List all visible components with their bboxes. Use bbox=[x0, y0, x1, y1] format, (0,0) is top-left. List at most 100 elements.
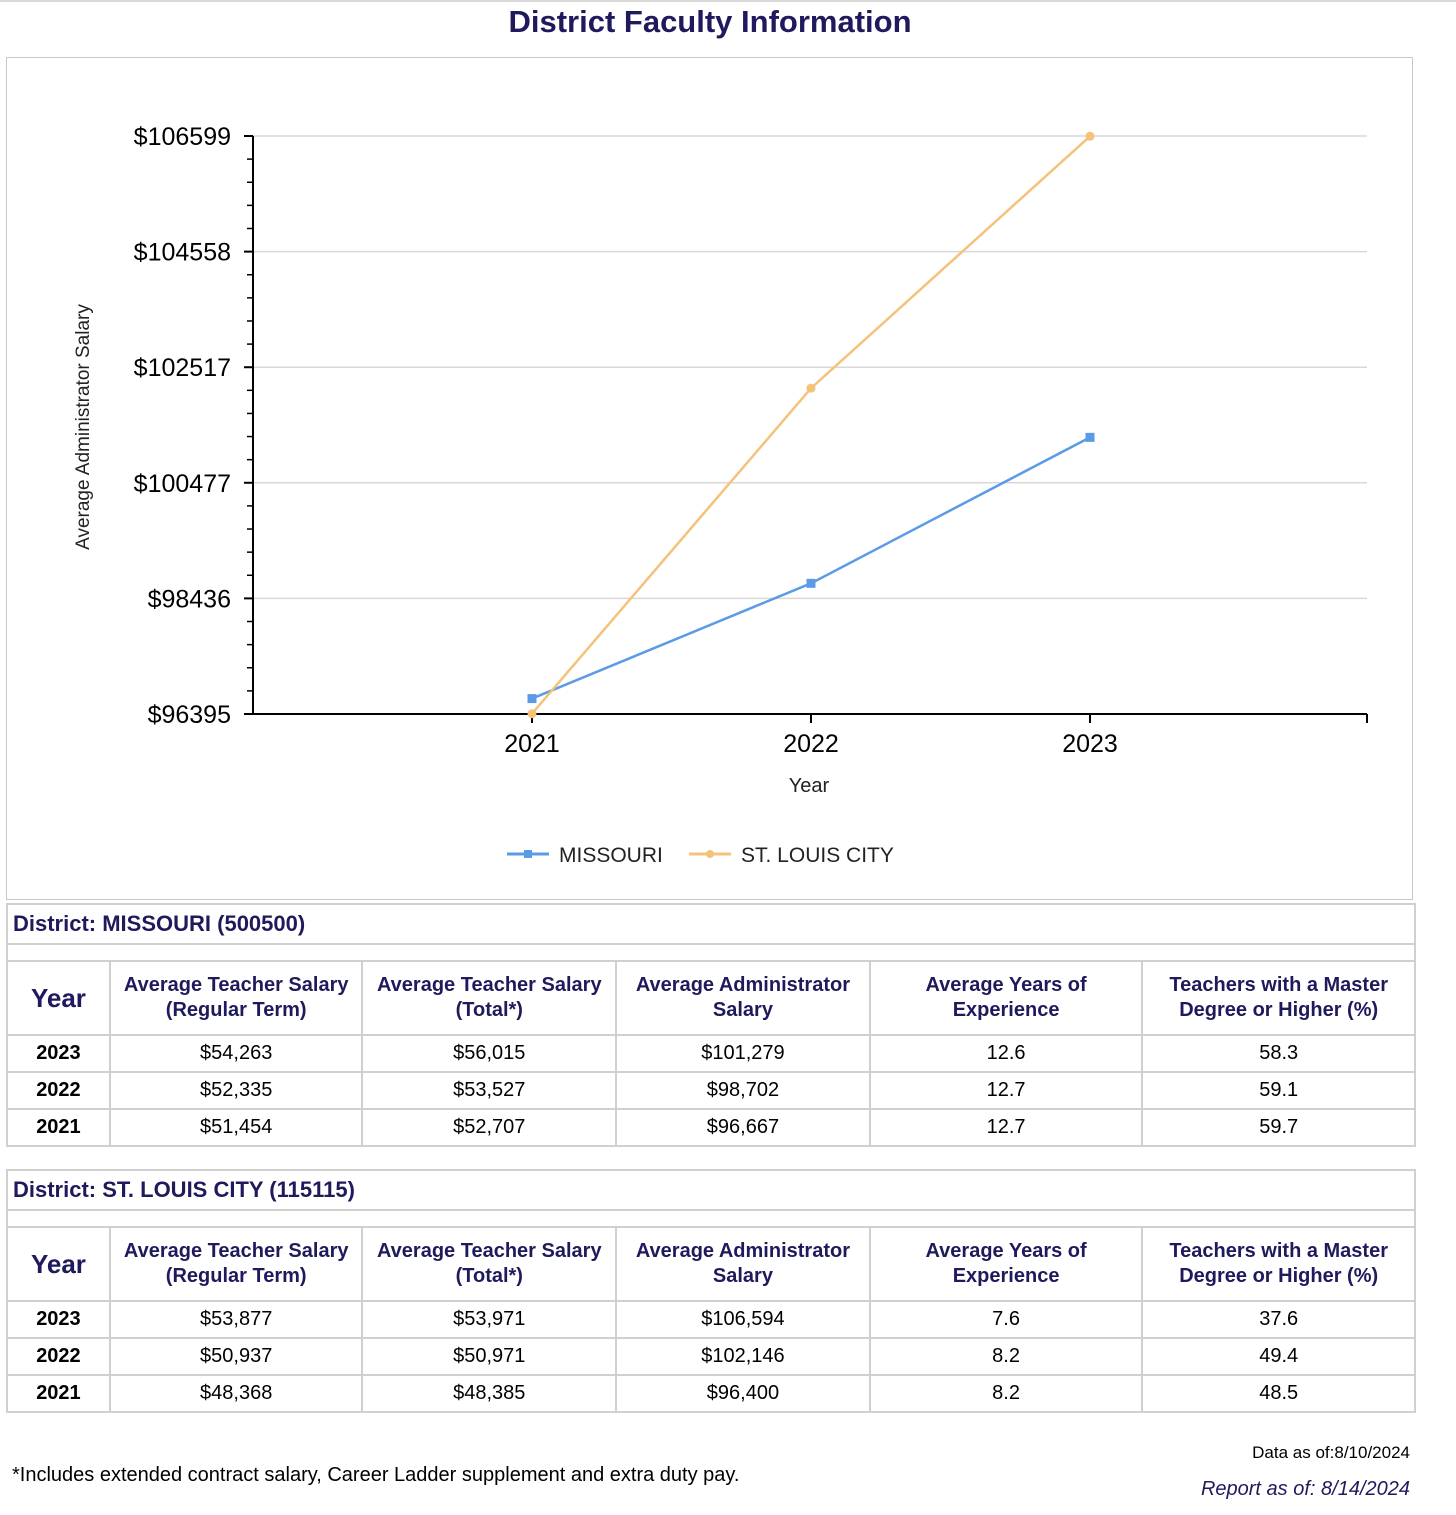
spacer-row bbox=[6, 1209, 1416, 1228]
table-row: 2021 $48,368 $48,385 $96,400 8.2 48.5 bbox=[6, 1374, 1416, 1413]
report-as-of: Report as of: 8/14/2024 bbox=[1200, 1478, 1410, 1500]
line-chart: $96395 $98436 $100477 $102517 $104558 $106599… bbox=[73, 123, 1368, 867]
header-line: Average Teacher Salary bbox=[376, 974, 602, 996]
district-table-missouri: District: MISSOURI (500500) Year Average… bbox=[6, 903, 1416, 1147]
y-tick-label: $102517 bbox=[134, 354, 231, 382]
cell-teacher-total: $48,385 bbox=[361, 1374, 618, 1413]
col-header-admin: Average Administrator Salary bbox=[615, 960, 871, 1036]
data-point-marker bbox=[1085, 131, 1095, 141]
cell-teacher-regular: $48,368 bbox=[108, 1374, 364, 1413]
series-line-missouri bbox=[531, 436, 1091, 700]
y-tick-label: $96395 bbox=[148, 701, 231, 729]
header-line: (Regular Term) bbox=[165, 999, 307, 1021]
header-line: Experience bbox=[952, 1265, 1060, 1287]
y-axis-title: Average Administrator Salary bbox=[73, 304, 94, 550]
cell-admin: $106,594 bbox=[615, 1300, 871, 1339]
col-header-teacher-total: Average Teacher Salary (Total*) bbox=[361, 960, 618, 1036]
cell-masters: 59.7 bbox=[1141, 1108, 1416, 1147]
y-tick-label: $100477 bbox=[134, 470, 231, 498]
col-header-year: Year bbox=[6, 960, 111, 1036]
header-line: Average Years of bbox=[925, 974, 1087, 996]
data-point-marker bbox=[527, 694, 537, 704]
header-line: Salary bbox=[712, 999, 773, 1021]
cell-masters: 58.3 bbox=[1141, 1034, 1416, 1073]
header-line: (Regular Term) bbox=[165, 1265, 307, 1287]
y-tick-label: $104558 bbox=[134, 239, 231, 267]
cell-admin: $96,667 bbox=[615, 1108, 871, 1147]
col-header-teacher-regular: Average Teacher Salary (Regular Term) bbox=[108, 1226, 364, 1302]
data-point-marker bbox=[1085, 432, 1095, 442]
cell-experience: 12.7 bbox=[868, 1108, 1144, 1147]
header-line: Teachers with a Master bbox=[1169, 1240, 1388, 1262]
col-header-teacher-regular: Average Teacher Salary (Regular Term) bbox=[108, 960, 364, 1036]
cell-year: 2021 bbox=[6, 1108, 111, 1147]
table-row: 2023 $54,263 $56,015 $101,279 12.6 58.3 bbox=[6, 1034, 1416, 1073]
series-line-st-louis-city bbox=[531, 135, 1091, 715]
table-row: 2022 $50,937 $50,971 $102,146 8.2 49.4 bbox=[6, 1337, 1416, 1376]
header-line: (Total*) bbox=[455, 1265, 523, 1287]
district-title: District: MISSOURI (500500) bbox=[6, 903, 1416, 945]
cell-experience: 12.6 bbox=[868, 1034, 1144, 1073]
district-table-st-louis-city: District: ST. LOUIS CITY (115115) Year A… bbox=[6, 1169, 1416, 1413]
data-point-marker bbox=[527, 709, 537, 719]
x-tick-label: 2021 bbox=[504, 730, 560, 758]
header-line: Average Administrator bbox=[635, 974, 850, 996]
cell-teacher-total: $52,707 bbox=[361, 1108, 618, 1147]
header-line: Teachers with a Master bbox=[1169, 974, 1388, 996]
cell-teacher-regular: $50,937 bbox=[108, 1337, 364, 1376]
table-row: 2021 $51,454 $52,707 $96,667 12.7 59.7 bbox=[6, 1108, 1416, 1147]
cell-teacher-regular: $52,335 bbox=[108, 1071, 364, 1110]
legend-label: ST. LOUIS CITY bbox=[741, 844, 894, 867]
cell-teacher-regular: $53,877 bbox=[108, 1300, 364, 1339]
chart-container: $96395 $98436 $100477 $102517 $104558 $106599… bbox=[6, 57, 1413, 900]
page-title: District Faculty Information bbox=[508, 4, 912, 39]
cell-admin: $101,279 bbox=[615, 1034, 871, 1073]
cell-teacher-regular: $54,263 bbox=[108, 1034, 364, 1073]
cell-admin: $102,146 bbox=[615, 1337, 871, 1376]
cell-year: 2023 bbox=[6, 1034, 111, 1073]
spacer-row bbox=[6, 943, 1416, 962]
x-tick-label: 2022 bbox=[783, 730, 839, 758]
cell-year: 2021 bbox=[6, 1374, 111, 1413]
cell-admin: $96,400 bbox=[615, 1374, 871, 1413]
cell-teacher-total: $53,527 bbox=[361, 1071, 618, 1110]
col-header-teacher-total: Average Teacher Salary (Total*) bbox=[361, 1226, 618, 1302]
header-line: Average Teacher Salary bbox=[123, 974, 349, 996]
cell-teacher-total: $53,971 bbox=[361, 1300, 618, 1339]
header-line: Average Teacher Salary bbox=[376, 1240, 602, 1262]
cell-masters: 49.4 bbox=[1141, 1337, 1416, 1376]
col-header-year: Year bbox=[6, 1226, 111, 1302]
legend-swatch-marker bbox=[524, 850, 532, 858]
x-tick-label: 2023 bbox=[1062, 730, 1118, 758]
top-border bbox=[0, 0, 1456, 2]
col-header-experience: Average Years of Experience bbox=[868, 1226, 1144, 1302]
cell-year: 2023 bbox=[6, 1300, 111, 1339]
cell-year: 2022 bbox=[6, 1071, 111, 1110]
header-line: Salary bbox=[712, 1265, 773, 1287]
cell-experience: 8.2 bbox=[868, 1337, 1144, 1376]
table-row: 2023 $53,877 $53,971 $106,594 7.6 37.6 bbox=[6, 1300, 1416, 1339]
data-point-marker bbox=[806, 578, 816, 588]
cell-admin: $98,702 bbox=[615, 1071, 871, 1110]
header-line: (Total*) bbox=[455, 999, 523, 1021]
header-line: Average Years of bbox=[925, 1240, 1087, 1262]
legend-label: MISSOURI bbox=[559, 844, 663, 867]
cell-masters: 37.6 bbox=[1141, 1300, 1416, 1339]
y-tick-label: $98436 bbox=[148, 585, 231, 613]
table-row: 2022 $52,335 $53,527 $98,702 12.7 59.1 bbox=[6, 1071, 1416, 1110]
header-line: Average Teacher Salary bbox=[123, 1240, 349, 1262]
legend-swatch-marker bbox=[706, 850, 714, 858]
y-tick-label: $106599 bbox=[134, 123, 231, 151]
data-point-marker bbox=[806, 383, 816, 393]
cell-teacher-total: $56,015 bbox=[361, 1034, 618, 1073]
header-line: Average Administrator bbox=[635, 1240, 850, 1262]
cell-year: 2022 bbox=[6, 1337, 111, 1376]
cell-experience: 12.7 bbox=[868, 1071, 1144, 1110]
col-header-admin: Average Administrator Salary bbox=[615, 1226, 871, 1302]
cell-masters: 48.5 bbox=[1141, 1374, 1416, 1413]
x-axis-title: Year bbox=[789, 775, 830, 797]
col-header-masters: Teachers with a Master Degree or Higher (… bbox=[1141, 1226, 1416, 1302]
col-header-experience: Average Years of Experience bbox=[868, 960, 1144, 1036]
cell-teacher-regular: $51,454 bbox=[108, 1108, 364, 1147]
cell-experience: 8.2 bbox=[868, 1374, 1144, 1413]
